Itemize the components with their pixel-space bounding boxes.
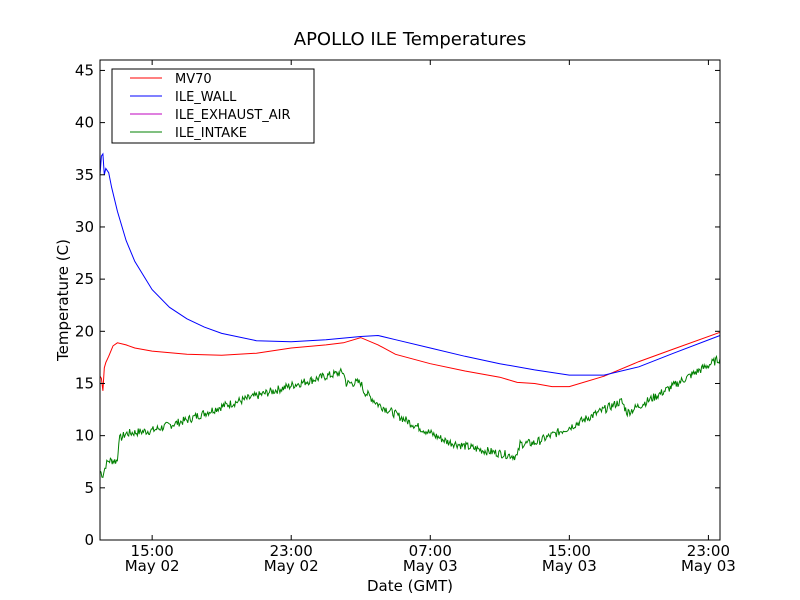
plot-frame xyxy=(99,59,721,541)
y-tick-label: 15 xyxy=(75,374,94,392)
plot-area xyxy=(99,152,721,479)
y-tick-label: 35 xyxy=(75,166,94,184)
x-tick-label-date: May 03 xyxy=(542,557,597,575)
x-tick-label-date: May 02 xyxy=(125,557,180,575)
y-tick-label: 40 xyxy=(75,114,94,132)
x-tick-label-time: 15:00 xyxy=(548,542,591,560)
x-tick-label-time: 23:00 xyxy=(687,542,730,560)
series-line-mv70 xyxy=(99,331,721,391)
y-axis: 0 5 10 15 20 25 30 35 40 45 xyxy=(75,61,720,549)
legend-label: ILE_EXHAUST_AIR xyxy=(175,108,291,123)
legend-label: ILE_INTAKE xyxy=(175,126,247,141)
x-axis-label: Date (GMT) xyxy=(367,577,453,595)
y-tick-label: 10 xyxy=(75,427,94,445)
series-line-ile-intake xyxy=(99,354,721,479)
x-tick-label-date: May 03 xyxy=(403,557,458,575)
x-tick-label-date: May 03 xyxy=(681,557,736,575)
series-line-ile-wall xyxy=(99,152,721,376)
y-tick-label: 0 xyxy=(84,531,94,549)
y-tick-label: 20 xyxy=(75,322,94,340)
x-tick-label-time: 15:00 xyxy=(131,542,174,560)
y-tick-label: 30 xyxy=(75,218,94,236)
legend: MV70 ILE_WALL ILE_EXHAUST_AIR ILE_INTAKE xyxy=(111,68,315,144)
x-tick-label-date: May 02 xyxy=(264,557,319,575)
legend-box xyxy=(111,68,315,144)
y-tick-label: 25 xyxy=(75,270,94,288)
y-axis-label: Temperature (C) xyxy=(54,239,72,362)
chart-title: APOLLO ILE Temperatures xyxy=(294,29,526,50)
legend-label: MV70 xyxy=(175,72,212,87)
x-tick-label-time: 07:00 xyxy=(409,542,452,560)
legend-label: ILE_WALL xyxy=(175,90,237,105)
y-tick-label: 5 xyxy=(84,479,94,497)
y-tick-label: 45 xyxy=(75,61,94,79)
x-tick-label-time: 23:00 xyxy=(270,542,313,560)
